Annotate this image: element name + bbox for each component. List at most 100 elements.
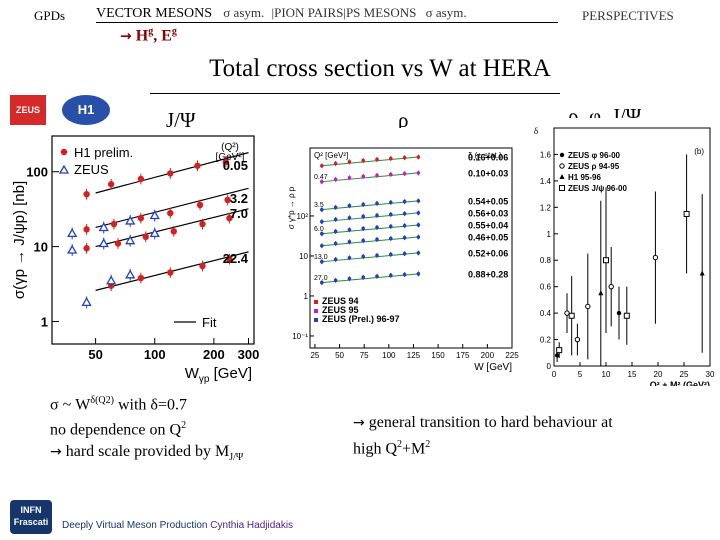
y-tick-label: 0.2 [540,336,552,345]
rho-point [375,201,379,206]
h1-point [224,196,231,204]
fit-line [321,156,419,167]
delta-header: δ (± stat.) [468,151,502,160]
rho-point [375,274,379,279]
legend-h1-marker [60,148,68,156]
nav-sub-hg[interactable]: → Hg, Eg [120,26,177,45]
nav-sigma-asym-2[interactable]: σ asym. [425,5,467,20]
rho-point [402,155,407,160]
x-tick-label: 50 [335,351,344,360]
data-point [568,312,575,319]
y-tick-label: 0.6 [540,283,552,292]
y-tick-label: 10 [299,252,308,261]
delta-value: 0.54+0.05 [468,196,508,206]
delta-value: 0.10+0.03 [468,168,508,178]
nav-gpds[interactable]: GPDs [34,8,66,23]
y-tick-label: 10 [34,240,48,255]
nav-ps-mesons[interactable]: PS MESONS [345,5,417,20]
data-point [554,353,560,358]
y-axis-label: σ(γp → J/ψp) [nb] [11,181,28,299]
hg-label: H [135,27,149,45]
delta-value: 0.46+0.05 [468,233,508,243]
delta-value: 0.52+0.06 [468,248,508,258]
delta-vs-scale-plot: 0 5 10 15 20 25 30 0 0.2 0.4 0.6 0.8 1 1.2 1.4 1.6 δ Q² +… [522,118,718,386]
rho-point [320,219,324,224]
x-tick-label: 30 [706,370,715,379]
data-point [598,290,604,296]
delta-value: 0.56+0.03 [468,208,508,218]
x-tick-label: 0 [552,370,557,379]
h1-point [170,228,177,235]
rho-point [320,231,324,236]
x-tick-label: 100 [144,347,166,362]
x-tick-label: 175 [456,351,470,360]
fit-line [321,212,419,223]
rho-point [361,158,366,163]
right-line-2: high Q2+M2 [353,434,613,459]
zeus-point [81,297,92,306]
legend-label: ZEUS ρ 94-95 [568,162,620,171]
legend-label: H1 95-96 [568,173,601,182]
rho-point [333,241,338,246]
nav-pion-pairs[interactable]: |PION PAIRS| [271,5,346,20]
h1-point [222,158,230,166]
data-point [608,283,614,290]
data-point [574,336,581,343]
panel-tag: (b) [694,147,704,156]
fit-line [95,187,249,229]
y-tick-label: 1 [547,230,552,239]
with-delta: with δ=0.7 [113,396,187,414]
y-tick-label: 0.8 [540,256,552,265]
data-point [603,257,609,264]
q2-row-label: 27.0 [314,275,328,282]
rho-point [375,253,379,258]
legend-zeus-label: ZEUS [74,162,109,177]
fit-line [321,252,419,263]
zeus-point [149,210,160,220]
nav-sigma-asym-1[interactable]: σ asym. [223,5,265,20]
x-tick-label: 50 [88,347,102,362]
h1-point [196,201,204,209]
h1-point [83,226,90,233]
h1-point [199,262,206,270]
rho-point [347,276,352,281]
rho-point [389,156,393,161]
nav-vector-mesons[interactable]: VECTOR MESONS [96,6,213,21]
rho-point [347,227,352,232]
left-line-3: → hard scale provided by MJ/Ψ [50,441,243,468]
rho-point [347,240,352,244]
hg-sup: g [148,26,154,37]
x-tick-label: 25 [310,351,319,360]
rho-point [361,214,366,219]
rho-point [347,160,352,164]
rho-point [402,199,407,204]
fit-line [321,224,419,235]
rho-point [389,200,393,205]
zeus-point [125,269,136,279]
q2-label: 3.2 [230,191,248,206]
rho-point [389,273,393,278]
left-line-2: no dependence on Q2 [50,415,243,440]
y-tick-label: 1.2 [540,203,552,212]
h1-point [83,191,90,198]
transition-text: general transition to hard behaviour at [364,414,613,431]
fit-line [321,273,419,284]
q2-header: Q² [GeV²] [314,151,348,160]
legend-marker [314,309,318,313]
arrow-icon: → [353,415,365,431]
h1-point [167,269,174,276]
legend-label: ZEUS φ 96-00 [568,151,621,160]
y-tick-label: 1.6 [540,150,552,159]
rho-point [333,177,338,182]
rho-point [402,272,407,277]
rho-point [375,213,379,218]
rho-point [320,179,324,184]
zeus-point [149,228,160,238]
rho-point [375,237,379,242]
x-tick-label: 10 [602,370,611,379]
legend-zeus-marker [58,164,70,174]
nav-perspectives[interactable]: PERSPECTIVES [582,8,674,23]
legend-marker [559,174,565,179]
rho-point [361,226,366,231]
rho-point [416,199,421,203]
